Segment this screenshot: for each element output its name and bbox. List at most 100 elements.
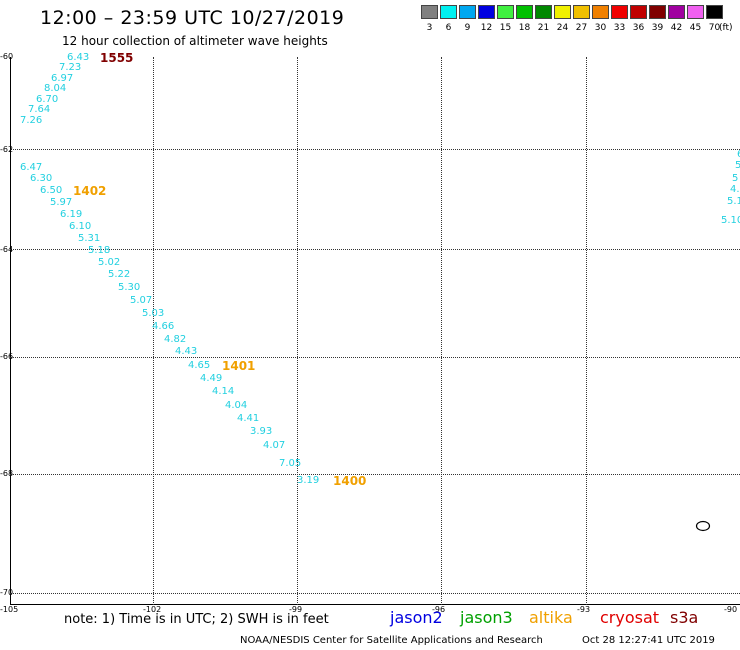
page-title: 12:00 – 23:59 UTC 10/27/2019 [40, 7, 345, 29]
gridline-lon [297, 57, 298, 605]
gridline-lat [10, 357, 740, 358]
page-subtitle: 12 hour collection of altimeter wave hei… [62, 34, 328, 48]
legend-label: 27 [575, 23, 588, 33]
swh-value: 5.1 [727, 196, 740, 207]
swh-value: 5.07 [130, 295, 153, 306]
swh-value: 4.65 [188, 360, 211, 371]
longitude-label: -93 [577, 605, 591, 614]
swh-value: 8.04 [44, 83, 67, 94]
legend-label: 33 [613, 23, 626, 33]
swh-value: 5.31 [78, 233, 101, 244]
gridline-lat [10, 474, 740, 475]
legend-swatch [668, 5, 685, 19]
legend-label: 12 [480, 23, 493, 33]
gridline-lat [10, 593, 740, 594]
map-area [10, 57, 740, 605]
swh-value: 6.47 [20, 162, 43, 173]
legend-swatch [554, 5, 571, 19]
swh-value: 3.93 [250, 426, 273, 437]
swh-value: 3.19 [297, 475, 320, 486]
legend-unit: (ft) [719, 23, 733, 33]
gridline-lon [441, 57, 442, 605]
satellite-name: jason2 [390, 608, 443, 627]
latitude-label: -70 [0, 588, 14, 597]
legend-swatch [630, 5, 647, 19]
swh-value: 6.19 [60, 209, 83, 220]
legend-swatch [478, 5, 495, 19]
swh-value: 6.10 [69, 221, 92, 232]
longitude-label: -105 [0, 605, 19, 614]
legend-label: 24 [556, 23, 569, 33]
gridline-lat [10, 249, 740, 250]
legend-label: 30 [594, 23, 607, 33]
map-frame-left [10, 57, 11, 605]
legend-label: 18 [518, 23, 531, 33]
legend-swatch [573, 5, 590, 19]
swh-value: 6.70 [36, 94, 59, 105]
swh-value: 5 [735, 160, 740, 171]
track-number: 1555 [100, 51, 134, 65]
swh-value: 6.30 [30, 173, 53, 184]
latitude-label: -66 [0, 352, 14, 361]
legend-swatch [516, 5, 533, 19]
satellite-name: altika [529, 608, 573, 627]
swh-value: 7.05 [279, 458, 302, 469]
longitude-label: -102 [143, 605, 162, 614]
latitude-label: -60 [0, 52, 14, 61]
track-number: 1402 [73, 184, 107, 198]
footer-credit: NOAA/NESDIS Center for Satellite Applica… [240, 635, 543, 646]
swh-value: 4.49 [200, 373, 223, 384]
swh-value: 7.23 [59, 62, 82, 73]
swh-value: 6.50 [40, 185, 63, 196]
swh-value: 6 [737, 150, 740, 160]
swh-value: 5.02 [98, 257, 121, 268]
swh-value: 5.18 [88, 245, 111, 256]
track-number: 1400 [333, 474, 367, 488]
swh-value: 4.04 [225, 400, 248, 411]
legend-label: 70 [708, 23, 721, 33]
legend-swatch [706, 5, 723, 19]
gridline-lon [153, 57, 154, 605]
swh-value: 5.22 [108, 269, 131, 280]
swh-value: 4.66 [152, 321, 175, 332]
track-number: 1401 [222, 359, 256, 373]
footer-timestamp: Oct 28 12:27:41 UTC 2019 [582, 635, 715, 646]
legend-label: 3 [426, 23, 433, 33]
footer-note: note: 1) Time is in UTC; 2) SWH is in fe… [64, 612, 329, 627]
map-frame-bottom [10, 604, 740, 605]
swh-value: 4.07 [263, 440, 286, 451]
swh-value: 5.03 [142, 308, 165, 319]
legend-swatch [649, 5, 666, 19]
longitude-label: -96 [432, 605, 446, 614]
swh-value: 5.30 [118, 282, 141, 293]
gridline-lon [586, 57, 587, 605]
legend-label: 6 [445, 23, 452, 33]
swh-value: 5.97 [50, 197, 73, 208]
longitude-label: -99 [289, 605, 303, 614]
swh-value: 6.43 [67, 52, 90, 63]
satellite-name: jason3 [460, 608, 513, 627]
gridline-lat [10, 149, 740, 150]
swh-value: 4.14 [212, 386, 235, 397]
legend-label: 39 [651, 23, 664, 33]
satellite-name: s3a [670, 608, 699, 627]
longitude-label: -90 [724, 605, 738, 614]
legend-swatch [459, 5, 476, 19]
latitude-label: -68 [0, 469, 14, 478]
legend-label: 9 [464, 23, 471, 33]
satellite-name: cryosat [600, 608, 660, 627]
swh-value: 4.41 [237, 413, 260, 424]
swh-value: 5 [732, 173, 739, 184]
swh-value: 7.64 [28, 104, 51, 115]
island-outline [695, 520, 711, 532]
legend-swatch [535, 5, 552, 19]
legend-label: 45 [689, 23, 702, 33]
swh-value: 6.97 [51, 73, 74, 84]
latitude-label: -64 [0, 245, 14, 254]
legend-label: 36 [632, 23, 645, 33]
swh-value: 5.10 [721, 215, 740, 226]
legend-swatch [440, 5, 457, 19]
swh-value: 7.26 [20, 115, 43, 126]
legend-swatch [611, 5, 628, 19]
